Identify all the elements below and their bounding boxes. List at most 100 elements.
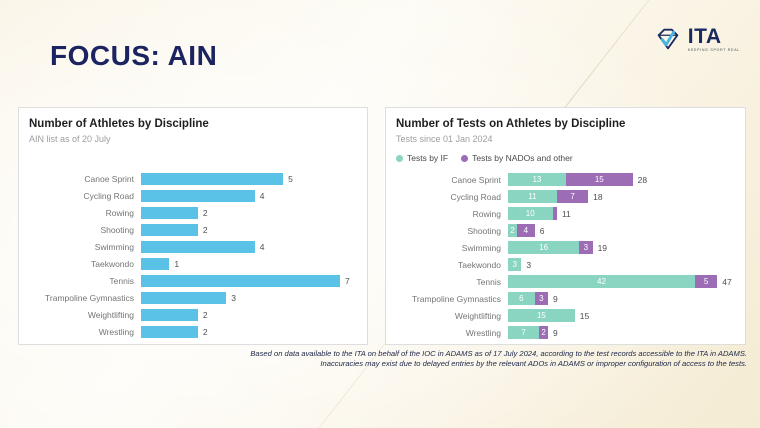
bar-row: Swimming 4 [29,238,355,255]
bar-track: 10 11 [508,207,733,220]
category-label: Swimming [461,242,501,253]
category-label: Cycling Road [83,190,134,201]
bar-segment [552,207,557,220]
athletes-chart-rows: Canoe Sprint 5 Cycling Road 4 Rowing 2 Shootin… [29,170,355,340]
value-label: 7 [345,275,350,286]
bar-track: 42 5 47 [508,275,733,288]
bar-row: Rowing 10 11 [396,205,733,222]
bar-row: Trampoline Gymnastics 6 3 9 [396,290,733,307]
bar-row: Wrestling 2 [29,323,355,340]
diamond-check-icon [653,24,683,54]
category-label: Canoe Sprint [451,174,501,185]
bar-row: Shooting 2 [29,221,355,238]
bar-row: Rowing 2 [29,204,355,221]
bar-row: Canoe Sprint 5 [29,170,355,187]
total-value-label: 9 [553,327,558,338]
bar-row: Cycling Road 11 7 18 [396,188,733,205]
total-value-label: 19 [597,242,608,253]
category-label: Wrestling [465,327,501,338]
total-value-label: 15 [579,310,590,321]
logo-text: ITA [687,24,722,48]
bar-track: 2 [141,308,355,321]
bar-segment: 15 [565,173,633,186]
category-label: Canoe Sprint [84,173,134,184]
bar-row: Weightlifting 15 15 [396,307,733,324]
bar-row: Cycling Road 4 [29,187,355,204]
bar [141,240,255,253]
category-label: Taekwondo [457,259,501,270]
category-label: Trampoline Gymnastics [412,293,501,304]
bar [141,308,198,321]
bar-segment: 5 [694,275,718,288]
value-label: 5 [288,173,293,184]
bar-track: 5 [141,172,355,185]
bar-row: Tennis 42 5 47 [396,273,733,290]
tests-chart-rows: Canoe Sprint 13 15 28 Cycling Road 11 7 18 Rowin… [396,171,733,341]
bar-track: 4 [141,189,355,202]
bar [141,206,198,219]
total-value-label: 9 [553,293,558,304]
bar-segment: 6 [508,292,535,305]
bar-segment: 3 [579,241,593,254]
bar-segment: 16 [508,241,580,254]
total-value-label: 11 [561,208,571,219]
bar-row: Trampoline Gymnastics 3 [29,289,355,306]
bar-segment: 11 [508,190,557,203]
bar-row: Tennis 7 [29,272,355,289]
category-label: Rowing [105,207,134,218]
bar [141,189,255,202]
bar-row: Taekwondo 3 3 [396,256,733,273]
ita-logo: ITA KEEPING SPORT REAL [653,24,740,54]
category-label: Rowing [472,208,501,219]
slide-title: FOCUS: AIN [50,40,218,71]
total-value-label: 6 [539,225,545,236]
category-label: Trampoline Gymnastics [45,292,134,303]
athletes-chart-subtitle: AIN list as of 20 July [29,134,111,144]
bar [141,274,341,287]
bar-row: Taekwondo 1 [29,255,355,272]
category-label: Shooting [100,224,134,235]
bar-track: 11 7 18 [508,190,733,203]
bar-row: Swimming 16 3 19 [396,239,733,256]
bar [141,257,170,270]
footnote-line-2: Inaccuracies may exist due to delayed en… [320,358,747,368]
category-label: Tennis [476,276,501,287]
bar [141,223,198,236]
bar-segment: 2 [539,326,549,339]
bar-segment: 42 [508,275,695,288]
bar-row: Shooting 2 4 6 [396,222,733,239]
category-label: Shooting [467,225,501,236]
bar [141,291,227,304]
tests-chart-subtitle: Tests since 01 Jan 2024 [396,134,493,144]
tests-chart-title: Number of Tests on Athletes by Disciplin… [396,118,626,130]
category-label: Weightlifting [87,309,134,320]
bar-track: 1 [141,257,355,270]
category-label: Cycling Road [450,191,501,202]
bar [141,325,198,338]
total-value-label: 47 [722,276,732,287]
footnote-line-1: Based on data available to the ITA on be… [250,349,747,358]
value-label: 2 [202,309,208,320]
bar-segment: 3 [508,258,522,271]
bar-row: Canoe Sprint 13 15 28 [396,171,733,188]
category-label: Wrestling [98,326,134,337]
value-label: 1 [174,258,180,269]
total-value-label: 18 [593,191,603,202]
bar-track: 15 15 [508,309,733,322]
tests-chart-legend: Tests by IF Tests by NADOs and other [396,153,733,163]
bar-track: 7 [141,274,355,287]
bar-track: 2 [141,223,355,236]
category-label: Swimming [94,241,134,252]
athletes-chart-title: Number of Athletes by Discipline [29,118,209,130]
bar-track: 16 3 19 [508,241,733,254]
bar-segment: 15 [508,309,575,322]
value-label: 2 [202,326,208,337]
logo-tagline: KEEPING SPORT REAL [687,47,740,52]
total-value-label: 28 [637,174,648,185]
bar-segment: 3 [534,292,549,305]
